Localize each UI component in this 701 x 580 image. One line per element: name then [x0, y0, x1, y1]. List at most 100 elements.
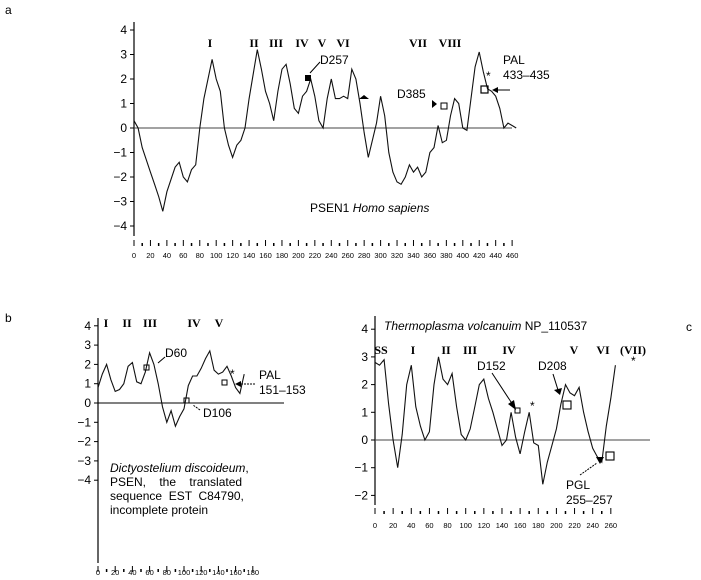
svg-text:300: 300: [374, 251, 387, 260]
svg-text:100: 100: [178, 568, 191, 577]
svg-text:−1: −1: [354, 461, 368, 475]
svg-text:40: 40: [128, 568, 136, 577]
arrowhead-pgl: [596, 457, 604, 464]
marker-d106: [183, 397, 190, 404]
svg-text:260: 260: [341, 251, 354, 260]
svg-text:140: 140: [496, 521, 509, 530]
svg-text:I: I: [104, 316, 109, 330]
svg-text:II: II: [441, 343, 451, 357]
svg-text:IV: IV: [502, 343, 516, 357]
svg-text:−3: −3: [113, 195, 127, 209]
svg-text:120: 120: [195, 568, 208, 577]
arrow-d208: [552, 373, 559, 391]
annotation-d257: D257: [320, 53, 349, 67]
svg-text:V: V: [215, 316, 224, 330]
svg-text:40: 40: [407, 521, 415, 530]
svg-text:−4: −4: [77, 473, 91, 487]
svg-text:180: 180: [276, 251, 289, 260]
arrow-pgl: [579, 462, 598, 476]
y-tick-labels: 4 3 2 1 0 −1 −2 −3 −4: [113, 23, 134, 233]
annotation-pgl-range: 255–257: [566, 493, 613, 507]
svg-text:160: 160: [514, 521, 527, 530]
panel-a-chart: 4 3 2 1 0 −1 −2 −3 −4 0 20 40 60 80 100 120 140 160 180 20…: [113, 22, 550, 260]
svg-text:1: 1: [120, 97, 127, 111]
svg-text:−3: −3: [77, 454, 91, 468]
svg-text:200: 200: [550, 521, 563, 530]
marker-pgl: [605, 451, 615, 461]
svg-text:200: 200: [292, 251, 305, 260]
svg-text:280: 280: [358, 251, 371, 260]
svg-text:160: 160: [259, 251, 272, 260]
svg-text:140: 140: [212, 568, 225, 577]
marker-d60: [143, 364, 150, 371]
svg-text:4: 4: [120, 23, 127, 37]
annotation-pal-range: 151–153: [259, 383, 306, 397]
svg-text:IV: IV: [295, 36, 309, 50]
panel-label-a: a: [5, 3, 12, 17]
y-tick-labels: 4 3 2 1 0 −1 −2 −3 −4: [77, 319, 98, 487]
svg-text:120: 120: [226, 251, 239, 260]
triangle-marker: [359, 95, 369, 99]
svg-text:80: 80: [196, 251, 204, 260]
panel-c-chart: 4 3 2 1 0 −1 −2 0 20 40 60 80 100 120 140 160 180 200 220…: [354, 316, 650, 530]
svg-text:VIII: VIII: [439, 36, 462, 50]
domain-labels: I II III IV V: [104, 316, 224, 330]
svg-text:(VII): (VII): [620, 343, 646, 357]
svg-text:20: 20: [389, 521, 397, 530]
svg-text:60: 60: [145, 568, 153, 577]
panel-b-chart: 4 3 2 1 0 −1 −2 −3 −4 0 20 40 60 80 100 120 140 160 180 I…: [77, 316, 306, 577]
arrow-d152: [491, 372, 514, 406]
svg-text:−2: −2: [354, 488, 368, 502]
svg-text:380: 380: [440, 251, 453, 260]
arrow-d257: [309, 61, 321, 74]
arrow-d60: [157, 356, 166, 364]
panel-c-title: Thermoplasma volcanuim NP_110537: [384, 319, 588, 333]
svg-text:SS: SS: [374, 343, 388, 357]
svg-text:III: III: [143, 316, 157, 330]
svg-text:4: 4: [361, 322, 368, 336]
svg-text:VI: VI: [336, 36, 350, 50]
annotation-d152: D152: [477, 359, 506, 373]
svg-text:160: 160: [229, 568, 242, 577]
svg-text:0: 0: [132, 251, 136, 260]
svg-text:80: 80: [163, 568, 171, 577]
svg-text:2: 2: [84, 357, 91, 371]
svg-text:II: II: [249, 36, 259, 50]
x-tick-labels: 0 20 40 60 80 100 120 140 160 180: [96, 566, 259, 577]
panel-b-title-line1: Dictyostelium discoideum,: [110, 461, 249, 475]
arrowhead-pal: [235, 381, 241, 387]
svg-text:0: 0: [361, 433, 368, 447]
svg-text:3: 3: [84, 338, 91, 352]
annotation-d385: D385: [397, 87, 426, 101]
marker-d208: [562, 400, 572, 410]
svg-text:260: 260: [605, 521, 618, 530]
panel-b-title-line2: PSEN, the translated: [110, 475, 242, 489]
marker-pal: [480, 85, 489, 94]
arrowhead-d208: [554, 388, 562, 395]
annotation-pal: PAL: [503, 53, 525, 67]
annotation-star: *: [486, 69, 491, 83]
domain-labels: SS I II III IV V VI (VII): [374, 343, 646, 357]
svg-text:V: V: [318, 36, 327, 50]
svg-text:420: 420: [473, 251, 486, 260]
annotation-d106: D106: [203, 406, 232, 420]
panel-a-title: PSEN1 Homo sapiens: [310, 201, 429, 215]
svg-text:1: 1: [361, 405, 368, 419]
svg-text:1: 1: [84, 377, 91, 391]
svg-text:20: 20: [146, 251, 154, 260]
arrowhead-pal: [492, 87, 498, 93]
svg-text:−2: −2: [113, 170, 127, 184]
marker-pal: [221, 379, 228, 386]
svg-text:120: 120: [478, 521, 491, 530]
svg-text:40: 40: [163, 251, 171, 260]
svg-text:II: II: [122, 316, 132, 330]
domain-labels: I II III IV V VI VII VIII: [208, 36, 462, 50]
svg-text:2: 2: [120, 72, 127, 86]
arrow-d385: [432, 100, 437, 108]
svg-text:220: 220: [309, 251, 322, 260]
svg-text:III: III: [463, 343, 477, 357]
svg-text:0: 0: [96, 568, 100, 577]
svg-text:VI: VI: [596, 343, 610, 357]
svg-text:3: 3: [361, 350, 368, 364]
svg-text:−1: −1: [113, 146, 127, 160]
